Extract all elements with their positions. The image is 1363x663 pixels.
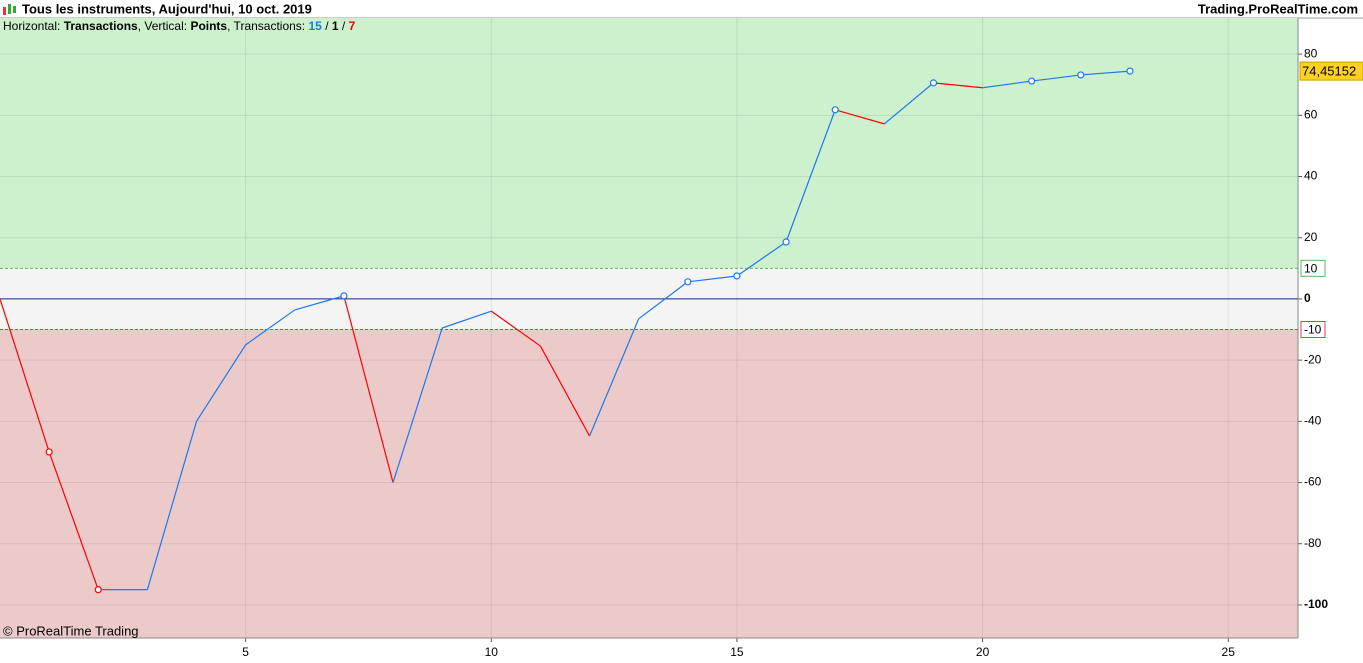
x-tick-label: 25 bbox=[1222, 645, 1236, 659]
line-segment bbox=[343, 295, 394, 483]
line-segment bbox=[441, 310, 492, 329]
point-marker bbox=[1126, 67, 1134, 75]
upper-zone bbox=[0, 18, 1298, 269]
chart-title: Tous les instruments, Aujourd'hui, 10 oc… bbox=[22, 1, 312, 16]
subtitle-part: , Transactions: bbox=[227, 19, 305, 33]
subtitle-part: Horizontal: bbox=[3, 19, 60, 33]
line-segment bbox=[490, 310, 541, 347]
line-segment bbox=[883, 82, 934, 125]
threshold-label: 10 bbox=[1304, 261, 1318, 275]
separator: / bbox=[325, 19, 329, 33]
losing-count: 7 bbox=[349, 19, 356, 33]
source: Trading.ProRealTime.com bbox=[1198, 1, 1358, 16]
point-marker bbox=[45, 448, 53, 456]
line-segment bbox=[736, 241, 787, 277]
point-marker bbox=[831, 106, 839, 114]
line-segment bbox=[835, 109, 885, 125]
y-tick-label: 0 bbox=[1304, 291, 1311, 305]
point-marker bbox=[733, 272, 741, 280]
last-value-label: 74,45152 bbox=[1302, 64, 1356, 79]
point-marker bbox=[684, 278, 692, 286]
subtitle-part: , Vertical: bbox=[138, 19, 187, 33]
threshold-box bbox=[1300, 259, 1326, 277]
subtitle-part: Transactions bbox=[64, 19, 138, 33]
y-tick-label: -80 bbox=[1304, 536, 1322, 550]
y-tick-label: 20 bbox=[1304, 230, 1318, 244]
line-segment bbox=[933, 82, 983, 89]
y-tick-label: -40 bbox=[1304, 414, 1322, 428]
line-segment bbox=[146, 421, 198, 590]
line-segment bbox=[1031, 74, 1081, 82]
x-tick-label: 20 bbox=[976, 645, 990, 659]
subtitle-part: Points bbox=[190, 19, 227, 33]
line-segment bbox=[392, 327, 443, 483]
point-marker bbox=[782, 238, 790, 246]
lower-zone bbox=[0, 329, 1298, 638]
point-marker bbox=[1028, 77, 1036, 85]
line-segment bbox=[687, 275, 738, 283]
line-segment bbox=[638, 281, 689, 320]
threshold-box bbox=[1300, 321, 1326, 339]
point-marker bbox=[94, 586, 102, 594]
line-segment bbox=[785, 109, 836, 243]
neutral-count: 1 bbox=[332, 19, 339, 33]
x-tick-label: 10 bbox=[485, 645, 499, 659]
y-tick-label: -60 bbox=[1304, 475, 1322, 489]
y-tick-label: 80 bbox=[1304, 46, 1318, 60]
line-segment bbox=[48, 451, 99, 590]
winning-count: 15 bbox=[309, 19, 323, 33]
line-segment bbox=[539, 345, 591, 437]
y-tick-label: 60 bbox=[1304, 107, 1318, 121]
line-segment bbox=[982, 80, 1032, 89]
separator: / bbox=[342, 19, 346, 33]
point-marker bbox=[340, 292, 348, 300]
threshold-label: -10 bbox=[1304, 323, 1322, 337]
line-segment bbox=[0, 298, 50, 453]
x-tick-label: 5 bbox=[242, 645, 249, 659]
line-segment bbox=[588, 318, 640, 437]
y-tick-label: 40 bbox=[1304, 169, 1318, 183]
x-tick-label: 15 bbox=[730, 645, 744, 659]
line-segment bbox=[294, 295, 345, 311]
point-marker bbox=[1077, 71, 1085, 79]
line-segment bbox=[1080, 70, 1131, 76]
watermark: © ProRealTime Trading bbox=[3, 623, 139, 638]
subtitle: Horizontal: Transactions, Vertical: Poin… bbox=[3, 19, 356, 33]
y-tick-label: -20 bbox=[1304, 352, 1322, 366]
last-value-box bbox=[1299, 61, 1363, 81]
logo bbox=[3, 4, 16, 15]
point-marker bbox=[929, 79, 938, 87]
line-segment bbox=[245, 309, 296, 346]
line-segment bbox=[196, 344, 247, 422]
y-tick-label: -100 bbox=[1304, 597, 1328, 611]
